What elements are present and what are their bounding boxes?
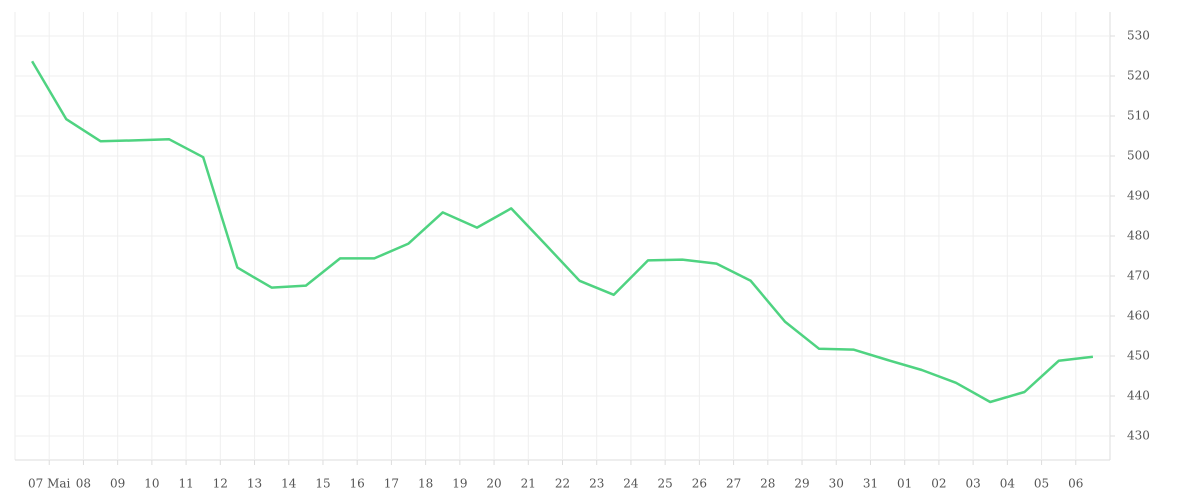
x-tick-label: 18 — [418, 477, 433, 491]
x-tick-label: 03 — [965, 477, 980, 491]
x-tick-label: 10 — [144, 477, 159, 491]
y-tick-label: 480 — [1127, 229, 1150, 243]
x-tick-label: 05 — [1034, 477, 1049, 491]
y-tick-label: 520 — [1127, 69, 1150, 83]
y-tick-label: 500 — [1127, 149, 1150, 163]
y-tick-label: 440 — [1127, 389, 1150, 403]
x-tick-label: 16 — [350, 477, 365, 491]
x-tick-label: 27 — [726, 477, 741, 491]
x-tick-label: 07 Mai — [28, 477, 71, 491]
x-tick-label: 31 — [863, 477, 878, 491]
x-tick-label: 14 — [281, 477, 297, 491]
x-tick-label: 08 — [76, 477, 91, 491]
x-tick-label: 09 — [110, 477, 125, 491]
x-tick-label: 30 — [829, 477, 844, 491]
x-tick-label: 12 — [213, 477, 228, 491]
x-tick-label: 17 — [384, 477, 399, 491]
x-tick-label: 02 — [931, 477, 946, 491]
x-tick-label: 22 — [555, 477, 570, 491]
x-tick-label: 28 — [760, 477, 775, 491]
x-tick-label: 26 — [692, 477, 707, 491]
x-tick-label: 21 — [521, 477, 536, 491]
y-tick-label: 470 — [1127, 269, 1150, 283]
y-tick-label: 450 — [1127, 349, 1150, 363]
x-tick-label: 15 — [315, 477, 330, 491]
x-tick-label: 04 — [1000, 477, 1016, 491]
y-tick-label: 530 — [1127, 29, 1150, 43]
y-tick-label: 490 — [1127, 189, 1150, 203]
x-tick-label: 06 — [1068, 477, 1083, 491]
x-tick-label: 19 — [452, 477, 467, 491]
y-tick-label: 460 — [1127, 309, 1150, 323]
x-tick-label: 11 — [178, 477, 193, 491]
x-tick-label: 25 — [658, 477, 673, 491]
x-tick-label: 29 — [794, 477, 809, 491]
y-tick-label: 430 — [1127, 429, 1150, 443]
x-tick-label: 01 — [897, 477, 912, 491]
x-tick-label: 24 — [623, 477, 639, 491]
x-tick-label: 20 — [486, 477, 501, 491]
x-tick-label: 23 — [589, 477, 604, 491]
y-tick-label: 510 — [1127, 109, 1150, 123]
price-line — [31, 60, 1094, 404]
x-tick-label: 13 — [247, 477, 262, 491]
